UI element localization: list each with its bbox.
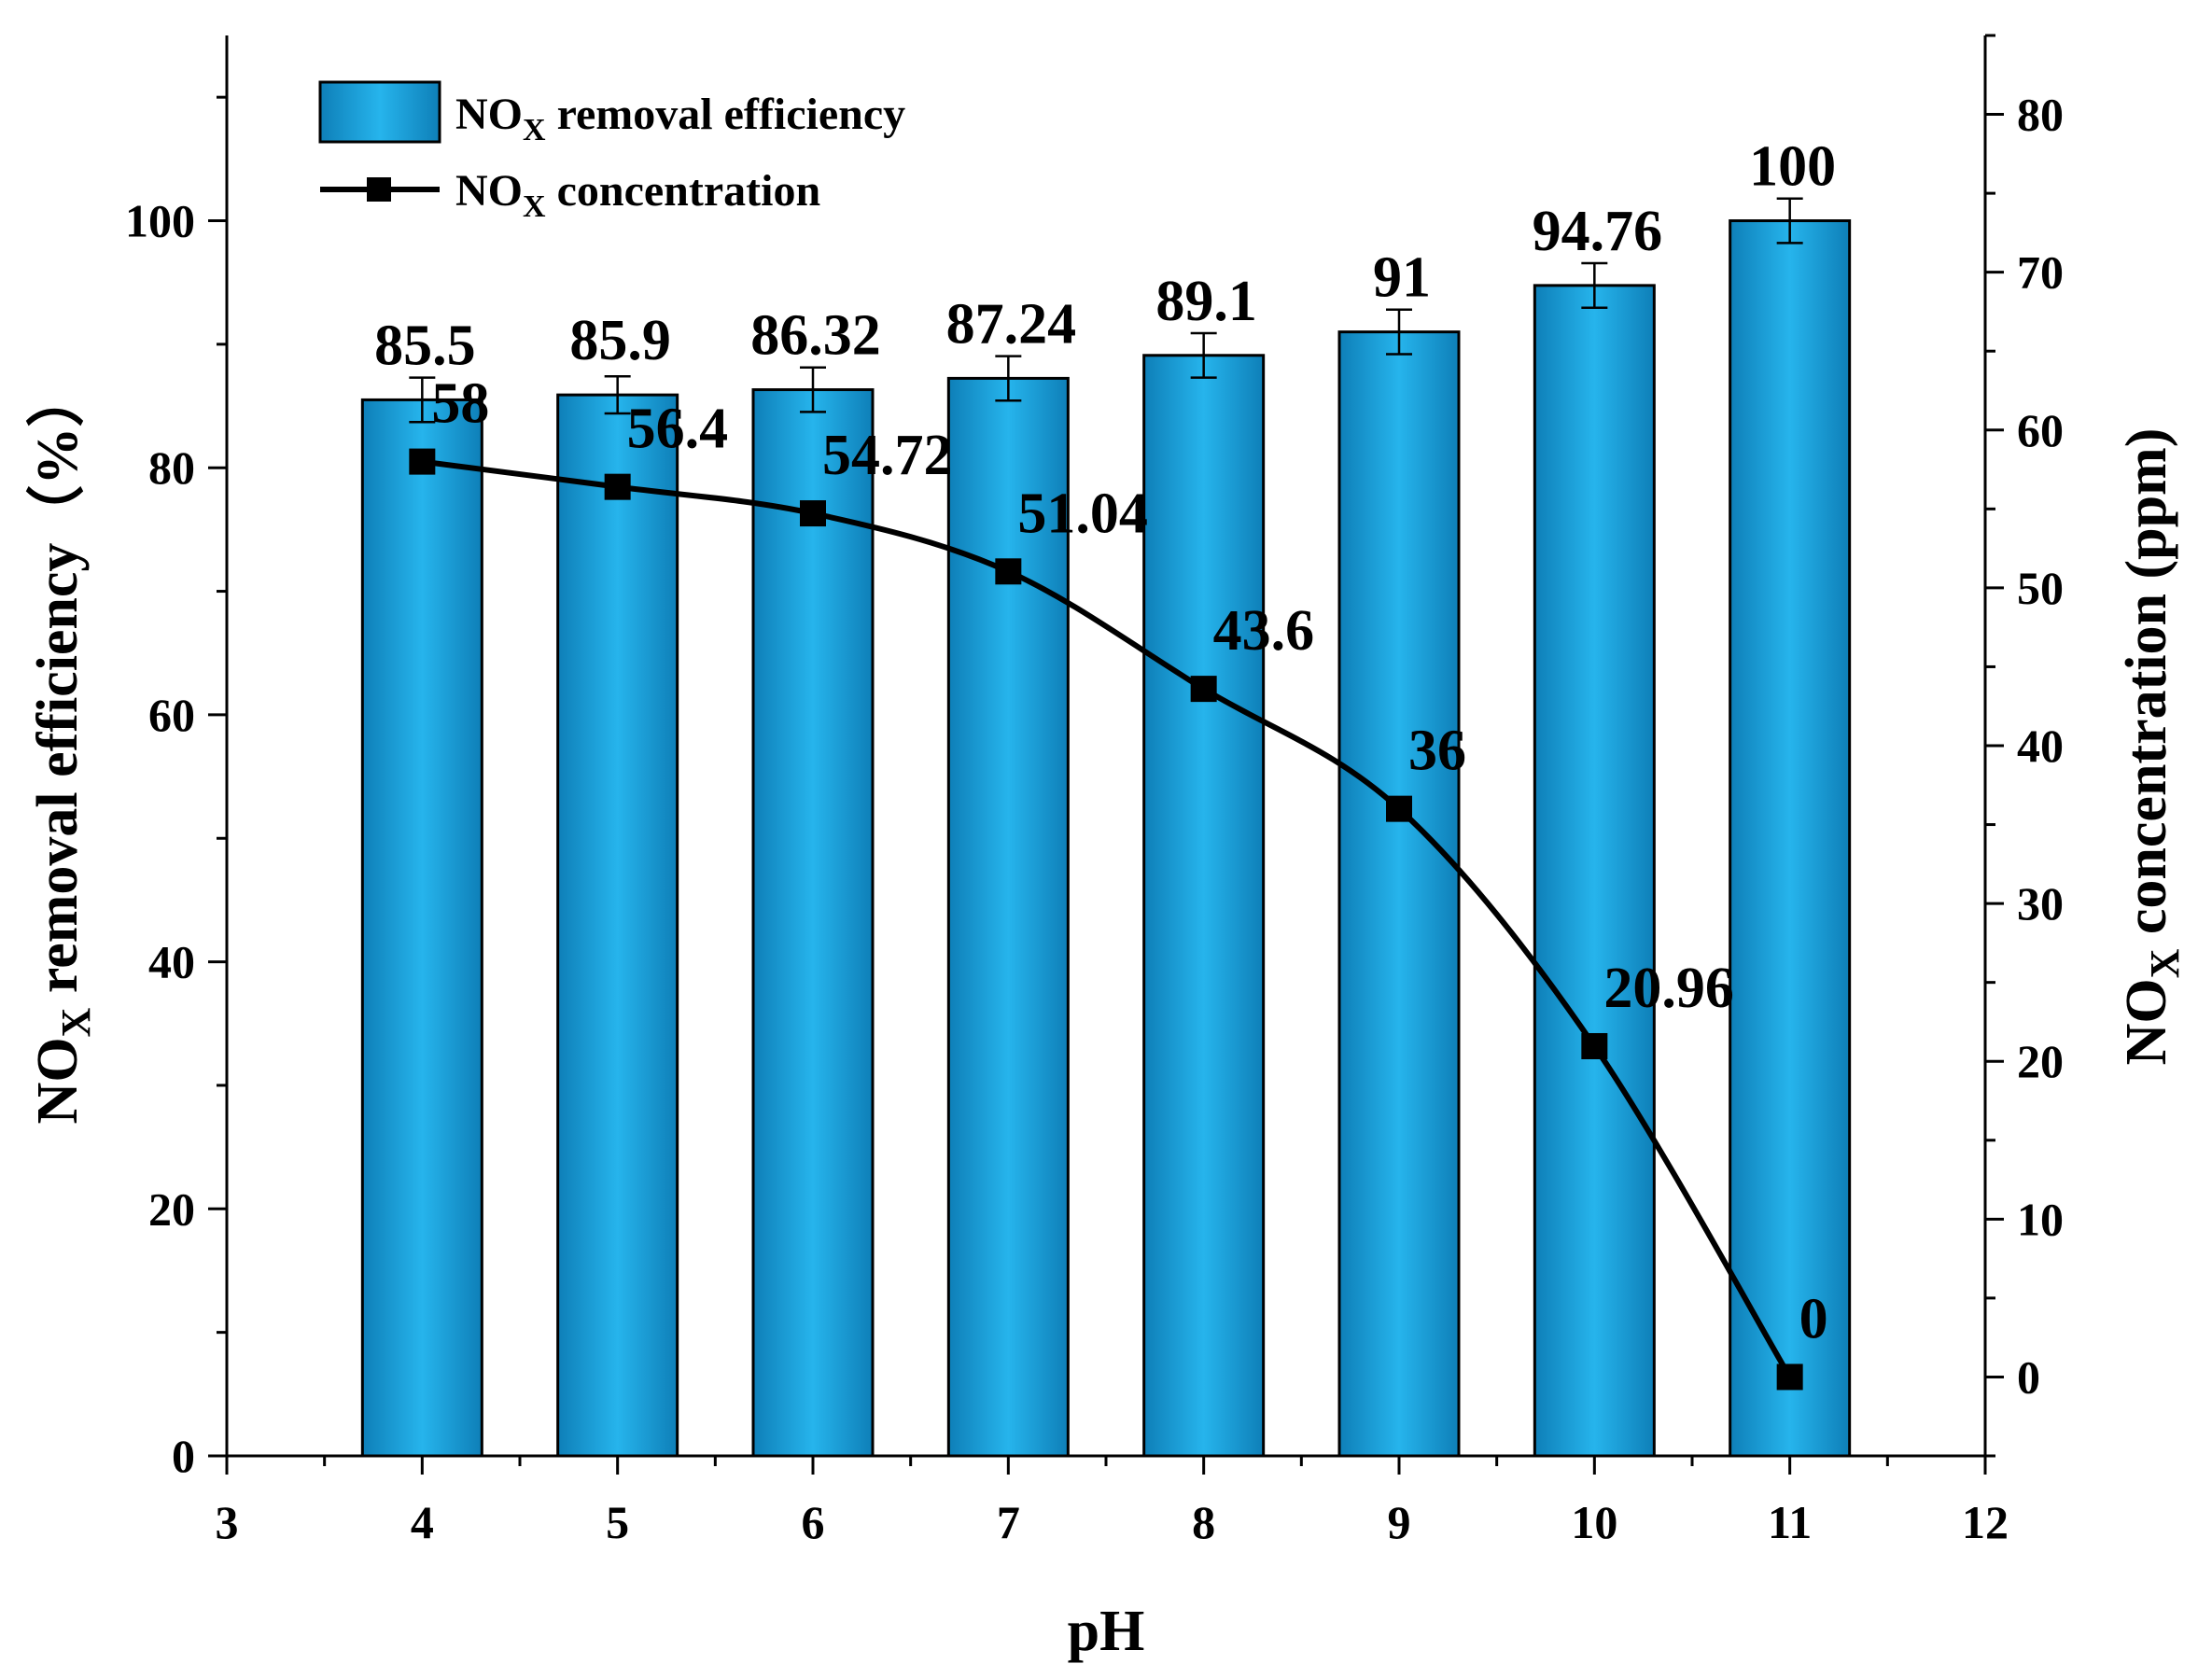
right-y-tick-label: 80 bbox=[2017, 89, 2064, 141]
left-y-tick-label: 0 bbox=[172, 1430, 195, 1482]
x-axis-title: pH bbox=[1068, 1600, 1145, 1663]
point-ph-7 bbox=[995, 558, 1022, 585]
point-ph-8 bbox=[1190, 676, 1217, 703]
axis-titles: pH NOX removal efficiency（%） NOX concentra… bbox=[24, 370, 2188, 1663]
left-y-tick-label: 80 bbox=[148, 441, 195, 494]
right-y-tick-label: 10 bbox=[2017, 1193, 2064, 1245]
bar-ph-10 bbox=[1533, 284, 1656, 1458]
legend: NOX removal efficiency NOX concentration bbox=[318, 80, 905, 224]
bar-ph-4 bbox=[360, 398, 483, 1458]
error-bar-ph-5 bbox=[604, 375, 631, 415]
point-ph-6 bbox=[800, 500, 826, 527]
bar-value-label: 85.9 bbox=[569, 309, 671, 372]
x-tick-label: 4 bbox=[411, 1496, 434, 1548]
legend-swatch-bar bbox=[318, 80, 441, 144]
bar-series bbox=[360, 219, 1852, 1458]
x-tick-label: 12 bbox=[1962, 1496, 2009, 1548]
error-bar-ph-8 bbox=[1190, 331, 1217, 379]
x-tick-label: 6 bbox=[802, 1496, 825, 1548]
right-y-tick-label: 20 bbox=[2017, 1035, 2064, 1087]
error-bar-ph-10 bbox=[1581, 261, 1608, 309]
right-y-tick-label: 70 bbox=[2017, 246, 2064, 299]
error-bars bbox=[409, 197, 1803, 424]
line-value-label: 36 bbox=[1408, 720, 1466, 783]
x-tick-label: 10 bbox=[1571, 1496, 1617, 1548]
bar-value-label: 86.32 bbox=[750, 304, 881, 368]
line-value-label: 54.72 bbox=[822, 424, 953, 487]
error-bar-ph-11 bbox=[1776, 197, 1803, 245]
x-tick-label: 7 bbox=[997, 1496, 1020, 1548]
bar-value-label: 85.5 bbox=[374, 314, 476, 377]
axes: 3 4 5 6 7 8 9 10 11 12020406080100010203040506070… bbox=[125, 34, 2064, 1548]
error-bar-ph-9 bbox=[1386, 308, 1412, 356]
right-y-tick-label: 0 bbox=[2017, 1350, 2040, 1403]
x-tick-label: 8 bbox=[1192, 1496, 1215, 1548]
right-y-tick-label: 40 bbox=[2017, 720, 2064, 772]
right-y-tick-label: 50 bbox=[2017, 562, 2064, 614]
point-ph-4 bbox=[409, 448, 436, 475]
bar-value-label: 91 bbox=[1373, 246, 1431, 310]
point-ph-10 bbox=[1581, 1032, 1608, 1059]
x-tick-label: 9 bbox=[1388, 1496, 1411, 1548]
error-bar-ph-4 bbox=[409, 376, 436, 424]
line-value-label: 43.6 bbox=[1213, 599, 1315, 663]
legend-label-efficiency: NOX removal efficiency bbox=[455, 90, 905, 147]
right-y-tick-label: 30 bbox=[2017, 877, 2064, 930]
bar-ph-5 bbox=[556, 393, 679, 1458]
bar-value-label: 94.76 bbox=[1533, 200, 1663, 263]
point-ph-5 bbox=[604, 473, 631, 500]
line-value-label: 56.4 bbox=[627, 398, 729, 461]
legend-label-concentration: NOX concentration bbox=[455, 166, 820, 224]
line-value-label: 51.04 bbox=[1017, 482, 1148, 545]
line-value-label: 0 bbox=[1799, 1287, 1828, 1350]
data-labels: 85.5 85.9 86.32 87.24 89.1 91 94.76 100 58 56.4 54… bbox=[374, 135, 1836, 1351]
point-ph-9 bbox=[1386, 795, 1412, 822]
left-y-tick-label: 60 bbox=[148, 689, 195, 741]
bar-ph-8 bbox=[1142, 354, 1266, 1458]
bar-ph-6 bbox=[751, 388, 875, 1458]
x-tick-label: 5 bbox=[606, 1496, 629, 1548]
bar-ph-11 bbox=[1729, 219, 1852, 1458]
line-series bbox=[409, 448, 1803, 1391]
bar-value-label: 100 bbox=[1749, 135, 1836, 199]
error-bar-ph-7 bbox=[995, 355, 1022, 402]
left-y-tick-label: 100 bbox=[125, 195, 195, 247]
bar-ph-9 bbox=[1337, 330, 1461, 1458]
legend-swatch-marker bbox=[367, 177, 391, 202]
right-y-tick-label: 60 bbox=[2017, 404, 2064, 456]
x-tick-label: 3 bbox=[216, 1496, 239, 1548]
left-y-axis-title: NOX removal efficiency（%） bbox=[24, 370, 99, 1125]
point-ph-11 bbox=[1776, 1363, 1803, 1391]
bar-value-label: 87.24 bbox=[946, 292, 1077, 356]
line-value-label: 20.96 bbox=[1603, 957, 1734, 1020]
x-tick-label: 11 bbox=[1768, 1496, 1812, 1548]
right-y-axis-title: NOX concentration (ppm) bbox=[2115, 428, 2188, 1066]
left-y-tick-label: 40 bbox=[148, 936, 195, 988]
bar-value-label: 89.1 bbox=[1155, 270, 1257, 333]
error-bar-ph-6 bbox=[800, 366, 826, 413]
left-y-tick-label: 20 bbox=[148, 1182, 195, 1235]
line-value-label: 58 bbox=[431, 372, 489, 436]
